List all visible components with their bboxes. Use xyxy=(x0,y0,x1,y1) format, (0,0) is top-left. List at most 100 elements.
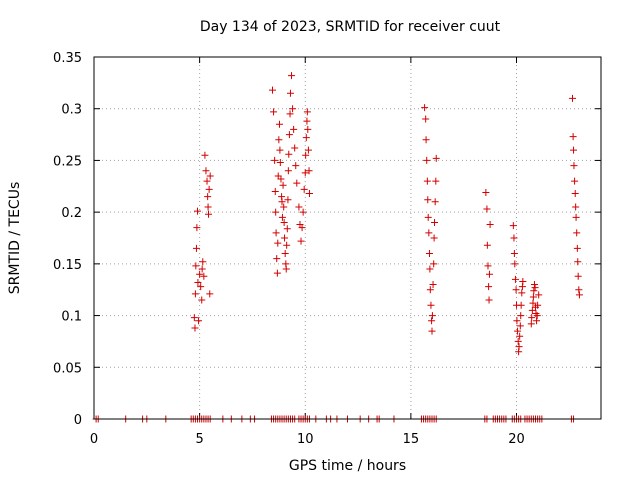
data-point xyxy=(574,272,582,280)
data-point xyxy=(196,270,204,278)
data-point xyxy=(423,156,431,164)
data-point xyxy=(203,177,211,185)
x-axis-tick-labels: 0 5 10 15 20 xyxy=(90,432,525,447)
data-point xyxy=(424,196,432,204)
data-point xyxy=(288,72,296,80)
data-point xyxy=(510,250,518,258)
data-point xyxy=(204,193,212,201)
data-point xyxy=(204,203,212,211)
y-tick-label: 0.2 xyxy=(61,206,82,221)
data-point xyxy=(512,286,520,294)
data-point xyxy=(430,234,438,242)
data-point xyxy=(533,312,541,320)
data-point xyxy=(516,332,524,340)
x-tick-label: 10 xyxy=(297,432,314,447)
data-point xyxy=(280,218,288,226)
data-point xyxy=(289,105,297,113)
data-point xyxy=(281,234,289,242)
data-point xyxy=(484,262,492,270)
data-point xyxy=(513,317,521,325)
data-point xyxy=(305,190,313,198)
data-point xyxy=(518,289,526,297)
y-axis-title: SRMTID / TECUs xyxy=(7,182,23,295)
data-point xyxy=(298,224,306,232)
data-point xyxy=(423,177,431,185)
data-point xyxy=(426,265,434,273)
axis-ticks xyxy=(93,56,601,420)
data-point xyxy=(275,136,283,144)
y-tick-label: 0.3 xyxy=(61,103,82,118)
data-point xyxy=(426,286,434,294)
data-point xyxy=(284,196,292,204)
data-point xyxy=(432,177,440,185)
data-point xyxy=(483,241,491,249)
data-point xyxy=(511,260,519,268)
data-point xyxy=(305,167,313,175)
data-point xyxy=(510,234,518,242)
data-point xyxy=(191,324,199,332)
data-point xyxy=(284,167,292,175)
data-point xyxy=(428,312,436,320)
data-point xyxy=(283,225,291,233)
data-point xyxy=(568,94,576,102)
data-point xyxy=(302,151,310,159)
data-point xyxy=(301,169,309,177)
data-point xyxy=(517,312,525,320)
data-point xyxy=(431,218,439,226)
data-point xyxy=(270,108,278,116)
data-point xyxy=(275,120,283,128)
data-point xyxy=(276,158,284,166)
data-point xyxy=(206,290,214,298)
data-point xyxy=(425,229,433,237)
x-tick-label: 5 xyxy=(195,432,203,447)
data-point xyxy=(285,131,293,139)
data-point xyxy=(277,175,285,183)
data-point xyxy=(573,229,581,237)
data-point xyxy=(425,250,433,258)
data-point xyxy=(206,172,214,180)
x-tick-label: 0 xyxy=(90,432,98,447)
data-point xyxy=(575,291,583,299)
data-point xyxy=(527,320,535,328)
data-point xyxy=(269,86,277,94)
data-point xyxy=(194,278,202,286)
data-point xyxy=(276,146,284,154)
y-tick-label: 0.25 xyxy=(53,154,82,169)
data-point xyxy=(431,198,439,206)
data-point xyxy=(531,284,539,292)
data-point xyxy=(191,290,199,298)
y-tick-label: 0.35 xyxy=(53,51,82,66)
data-point xyxy=(428,327,436,335)
y-tick-label: 0.1 xyxy=(61,310,82,325)
data-point xyxy=(197,283,205,291)
data-point xyxy=(190,314,198,322)
data-point xyxy=(200,272,208,280)
data-point xyxy=(511,275,519,283)
data-point xyxy=(194,207,202,215)
data-point xyxy=(205,185,213,193)
data-point xyxy=(198,296,206,304)
data-point xyxy=(286,89,294,97)
data-point xyxy=(516,322,524,330)
data-point xyxy=(529,299,537,307)
data-point xyxy=(529,293,537,301)
data-points xyxy=(92,72,583,423)
data-point xyxy=(424,213,432,221)
x-axis-title: GPS time / hours xyxy=(289,458,406,474)
data-point xyxy=(486,221,494,229)
data-point xyxy=(303,108,311,116)
data-point xyxy=(482,188,490,196)
data-point xyxy=(274,239,282,247)
data-point xyxy=(427,301,435,309)
data-point xyxy=(570,146,578,154)
data-point xyxy=(297,237,305,245)
data-point xyxy=(517,301,525,309)
data-point xyxy=(422,115,430,123)
data-point xyxy=(272,208,280,216)
data-point xyxy=(534,301,542,309)
data-point xyxy=(304,125,312,133)
data-point xyxy=(192,244,200,252)
data-point xyxy=(429,281,437,289)
data-point xyxy=(299,208,307,216)
